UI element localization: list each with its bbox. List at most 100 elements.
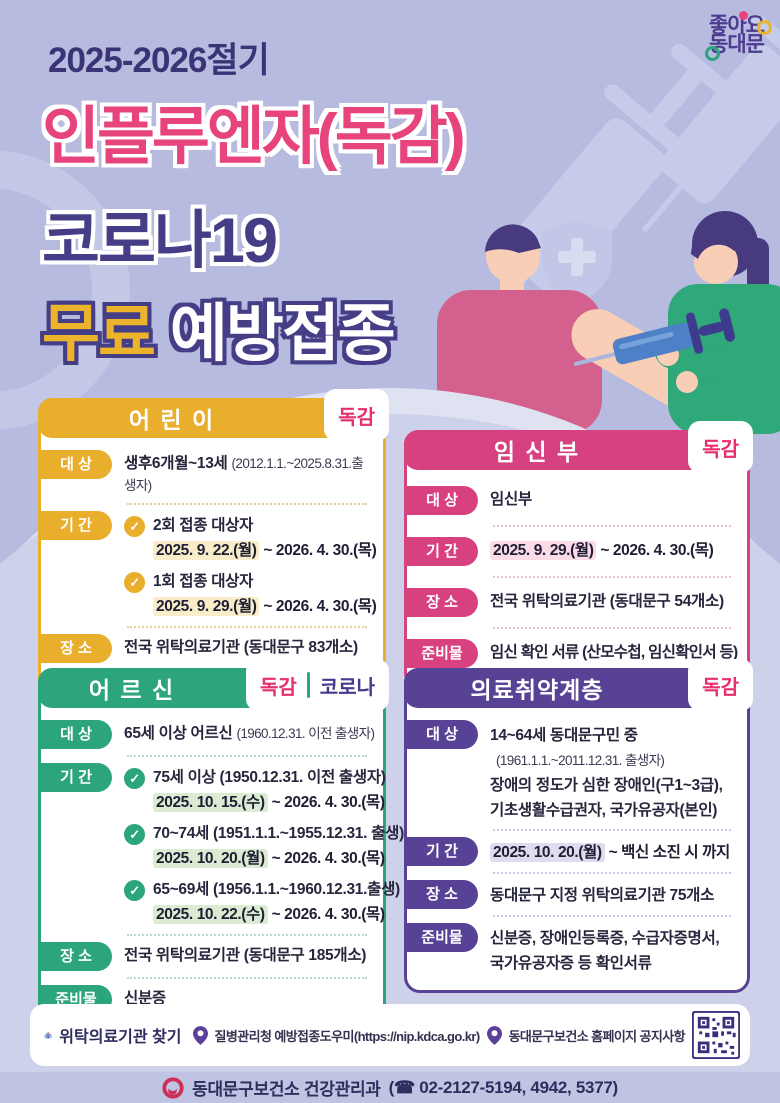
shield-cross-icon (542, 220, 612, 304)
check-icon: ✓ (124, 516, 145, 537)
logo-dot-pink (739, 11, 749, 20)
senior-period-item-3: ✓ 65~69세 (1956.1.1.~1960.12.31.출생) 2025.… (124, 879, 400, 926)
district-logo: 좋아요 동대문 (705, 11, 772, 61)
hospital-icon (44, 1031, 53, 1039)
poster-title-covid: 코로나19 (42, 206, 278, 276)
children-period-item-2: ✓ 1회 접종 대상자 2025. 9. 29.(월) ~ 2026. 4. 3… (124, 571, 377, 618)
vulnerable-items-2: 국가유공자증 등 확인서류 (490, 955, 652, 972)
card-children-title: 어 린 이 (128, 407, 216, 433)
syringe-icon (573, 308, 735, 366)
period-head: 70~74세 (1951.1.1.~1955.12.31. 출생) (153, 825, 404, 842)
period-label: 기 간 (406, 837, 478, 866)
vulnerable-period-row: 기 간 2025. 10. 20.(월) ~ 백신 소진 시 까지 (406, 829, 739, 872)
senior-period-item-1: ✓ 75세 이상 (1950.12.31. 이전 출생자) 2025. 10. … (124, 767, 386, 814)
flu-badge: 독감 (702, 438, 739, 461)
period-start: 2025. 9. 29.(월) (490, 541, 597, 560)
period-end: ~ 2026. 4. 30.(목) (267, 850, 385, 867)
map-pin-icon (486, 1025, 502, 1045)
vulnerable-items-1: 신분증, 장애인등록증, 수급자증명서, (490, 930, 720, 947)
period-label: 기 간 (40, 511, 112, 540)
pregnant-target: 임신부 (490, 491, 532, 508)
children-place-row: 장 소 전국 위탁의료기관 (동대문구 83개소) (40, 626, 375, 669)
children-period-row: 기 간 ✓ 2회 접종 대상자 2025. 9. 22.(월) ~ 2026. … (40, 503, 377, 626)
pregnant-items: 임신 확인 서류 (산모수첩, 임신확인서 등) (490, 644, 738, 661)
card-children-badges: 독감 (324, 389, 389, 441)
children-target-row: 대 상 생후6개월~13세 (2012.1.1.~2025.8.31.출생자) (40, 442, 375, 503)
period-end: ~ 2026. 4. 30.(목) (259, 598, 377, 615)
place-label: 장 소 (406, 880, 478, 909)
senior-target-row: 대 상 65세 이상 어르신 (1960.12.31. 이전 출생자) (40, 712, 375, 755)
vulnerable-target-4: 기초생활수급권자, 국가유공자(본인) (490, 802, 718, 819)
pregnant-target-row: 대 상 임신부 (406, 474, 739, 525)
place-label: 장 소 (40, 942, 112, 971)
card-vulnerable-header: 의료취약계층 독감 (404, 659, 753, 711)
period-end: ~ 2026. 4. 30.(목) (259, 542, 377, 559)
corona-badge: 코로나 (319, 676, 375, 699)
period-start: 2025. 10. 20.(월) (153, 849, 268, 868)
period-end: ~ 2026. 4. 30.(목) (267, 906, 385, 923)
period-end: ~ 2026. 4. 30.(목) (267, 794, 385, 811)
card-senior-title: 어 르 신 (88, 677, 176, 703)
period-label: 기 간 (406, 537, 478, 566)
bottom-strip: 동대문구보건소 건강관리과 (☎ 02-2127-5194, 4942, 537… (0, 1072, 780, 1103)
pregnant-items-row: 준비물 임신 확인 서류 (산모수첩, 임신확인서 등) (406, 627, 739, 678)
children-target-note: (2012.1.1.~2025.8.31.출생자) (124, 456, 364, 493)
period-start: 2025. 10. 20.(월) (490, 843, 605, 862)
flu-badge: 독감 (702, 676, 739, 699)
children-place: 전국 위탁의료기관 (동대문구 83개소) (124, 639, 358, 656)
map-pin-icon (192, 1025, 208, 1045)
card-vulnerable-badges: 독감 (688, 659, 753, 711)
card-senior-badges: 독감 코로나 (245, 659, 389, 711)
period-head: 75세 이상 (1950.12.31. 이전 출생자) (153, 769, 386, 786)
card-pregnant-title: 임 신 부 (493, 439, 581, 465)
nurse-figure (654, 211, 780, 434)
org-phone: (☎ 02-2127-5194, 4942, 5377) (388, 1077, 619, 1097)
pregnant-place: 전국 위탁의료기관 (동대문구 54개소) (490, 593, 724, 610)
senior-target-note: (1960.12.31. 이전 출생자) (236, 726, 375, 741)
poster-title-free-vaccination: 무료 예방접종 (42, 283, 396, 374)
period-start: 2025. 9. 22.(월) (153, 541, 260, 560)
target-label: 대 상 (40, 720, 112, 749)
period-head: 65~69세 (1956.1.1.~1960.12.31.출생) (153, 881, 400, 898)
logo-dot-green (705, 45, 721, 61)
health-center-notice-text: 동대문구보건소 홈페이지 공지사항 (508, 1028, 686, 1044)
card-senior-header: 어 르 신 독감 코로나 (38, 659, 389, 711)
season-label: 2025-2026절기 (48, 41, 270, 80)
flu-badge: 독감 (259, 676, 297, 699)
target-label: 대 상 (406, 486, 478, 515)
vulnerable-target-2: (1961.1.1.~2011.12.31. 출생자) (496, 753, 665, 768)
pregnant-place-row: 장 소 전국 위탁의료기관 (동대문구 54개소) (406, 576, 739, 627)
children-period-item-1: ✓ 2회 접종 대상자 2025. 9. 22.(월) ~ 2026. 4. 3… (124, 515, 377, 562)
check-icon: ✓ (124, 824, 145, 845)
senior-period-row: 기 간 ✓ 75세 이상 (1950.12.31. 이전 출생자) 2025. … (40, 755, 404, 934)
logo-line1: 좋아요 (709, 14, 765, 37)
target-label: 대 상 (40, 450, 112, 479)
logo-dot-yellow (757, 20, 772, 35)
senior-period-item-2: ✓ 70~74세 (1951.1.1.~1955.12.31. 출생) 2025… (124, 823, 404, 870)
senior-place-row: 장 소 전국 위탁의료기관 (동대문구 185개소) (40, 934, 375, 977)
pregnant-period-row: 기 간 2025. 9. 29.(월) ~ 2026. 4. 30.(목) (406, 525, 739, 576)
senior-place: 전국 위탁의료기관 (동대문구 185개소) (124, 947, 367, 964)
period-start: 2025. 10. 22.(수) (153, 905, 268, 924)
vulnerable-place-row: 장 소 동대문구 지정 위탁의료기관 75개소 (406, 872, 739, 915)
poster-title-influenza: 인플루엔자(독감) (42, 102, 466, 172)
flu-badge: 독감 (338, 406, 375, 429)
card-pregnant-badges: 독감 (688, 421, 753, 473)
children-target: 생후6개월~13세 (124, 455, 228, 472)
org-name: 동대문구보건소 건강관리과 (192, 1080, 381, 1099)
vulnerable-items-row: 준비물 신분증, 장애인등록증, 수급자증명서, 국가유공자증 등 확인서류 (406, 915, 739, 982)
vulnerable-target-row: 대 상 14~64세 동대문구민 중 (1961.1.1.~2011.12.31… (406, 712, 739, 829)
badge-divider (306, 672, 310, 698)
place-label: 장 소 (406, 588, 478, 617)
card-vulnerable: 의료취약계층 독감 대 상 14~64세 동대문구민 중 (1961.1.1.~… (404, 659, 753, 993)
card-children-header: 어 린 이 독감 (38, 389, 389, 441)
card-senior: 어 르 신 독감 코로나 대 상 65세 이상 어르신 (1960.12.31.… (38, 659, 404, 1031)
period-end: ~ 백신 소진 시 까지 (604, 844, 731, 861)
card-pregnant: 임 신 부 독감 대 상 임신부 기 간 2025. 9. 29.(월) ~ 2… (404, 421, 753, 689)
card-vulnerable-title: 의료취약계층 (470, 677, 604, 703)
vulnerable-target-1: 14~64세 동대문구민 중 (490, 727, 638, 744)
check-icon: ✓ (124, 768, 145, 789)
items-label: 준비물 (406, 639, 478, 668)
free-word: 무료 (42, 299, 156, 369)
